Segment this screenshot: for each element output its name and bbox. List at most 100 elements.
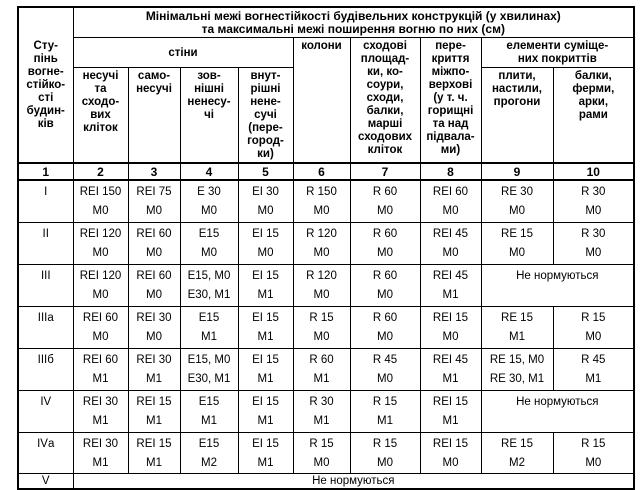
table-body: I REI 150 М0 REI 75 М0 E 30 М0 EI 30 М0 R 150… (17, 179, 635, 490)
data-cell: R 120 М0 (292, 263, 351, 307)
stair-landings-header: сходові площад- ки, ко- соури, сходи, ба… (349, 37, 421, 164)
data-cell: REI 15 М1 (127, 389, 181, 433)
data-cell: R 60 М0 (349, 221, 421, 265)
data-cell: REI 60 М0 (127, 221, 181, 265)
data-cell: RE 15 М1 (480, 305, 554, 349)
data-cell: REI 15 М0 (419, 305, 482, 349)
data-cell: R 120 М0 (292, 221, 351, 265)
data-cell: REI 150 М0 (72, 179, 129, 223)
data-cell: EI 15 М1 (237, 305, 294, 349)
data-cell: EI 30 М0 (237, 179, 294, 223)
data-cell: RE 15, М0 RE 30, М1 (480, 347, 554, 391)
data-cell: E15 М0 (179, 221, 239, 265)
table-row: III REI 120 М0 REI 60 М0 E15, М0 E30, М1 EI … (17, 263, 635, 307)
table-row: II REI 120 М0 REI 60 М0 E15 М0 EI 15 М0 R 120… (17, 221, 635, 265)
fire-resistance-table: Сту- пінь вогне- стійко- сті будин- ків … (17, 6, 636, 490)
walls-external-header: зов- нішні ненесу- чі (179, 67, 239, 164)
title-row: Сту- пінь вогне- стійко- сті будин- ків … (17, 6, 635, 164)
data-cell: E15, М0 E30, М1 (179, 347, 239, 391)
walls-group-header: стіни (72, 37, 294, 68)
data-cell: R 60 М0 (349, 263, 421, 307)
roof-slabs-header: плити, настили, прогони (480, 67, 554, 164)
grade-cell: III (17, 263, 74, 307)
data-cell: R 30 М0 (552, 221, 635, 265)
column-number: 8 (419, 162, 482, 181)
columns-header: колони (292, 37, 351, 164)
data-cell: REI 45 М0 (419, 221, 482, 265)
table-title: Мінімальні межі вогнестійкості будівельн… (72, 6, 635, 38)
data-cell: REI 15 М1 (419, 389, 482, 433)
data-cell: REI 30 М1 (72, 431, 129, 474)
data-cell: E 30 М0 (179, 179, 239, 223)
data-cell: REI 60 М1 (72, 347, 129, 391)
data-cell: REI 30 М1 (127, 347, 181, 391)
data-cell: R 60 М1 (292, 347, 351, 391)
grade-cell: I (17, 179, 74, 223)
data-cell: R 15 М0 (552, 431, 635, 474)
data-cell: REI 15 М1 (127, 431, 181, 474)
degree-column-header: Сту- пінь вогне- стійко- сті будин- ків (17, 6, 74, 164)
data-cell: R 60 М0 (349, 179, 421, 223)
data-cell: EI 15 М0 (237, 221, 294, 265)
table-row: V Не нормуються (17, 472, 635, 490)
data-cell: R 60 М0 (349, 305, 421, 349)
data-cell: REI 120 М0 (72, 263, 129, 307)
data-cell: RE 30 М0 (480, 179, 554, 223)
data-cell: REI 30 М1 (72, 389, 129, 433)
column-number: 6 (292, 162, 351, 181)
walls-internal-header: внут- рішні нене- сучі (пере- город- ки) (237, 67, 294, 164)
data-cell: E15 М1 (179, 389, 239, 433)
table-header: Сту- пінь вогне- стійко- сті будин- ків … (17, 6, 635, 181)
roof-elements-group-header: елементи суміще- них покриттів (480, 37, 635, 68)
data-cell: EI 15 М1 (237, 389, 294, 433)
data-cell: E15, М0 E30, М1 (179, 263, 239, 307)
data-cell: R 15 М0 (552, 305, 635, 349)
data-cell: Не нормуються (480, 389, 635, 433)
table-row: IV REI 30 М1 REI 15 М1 E15 М1 EI 15 М1 R 30 М… (17, 389, 635, 433)
data-cell: REI 45 М1 (419, 347, 482, 391)
grade-cell: V (17, 472, 74, 490)
data-cell: REI 15 М0 (419, 431, 482, 474)
column-number: 2 (72, 162, 129, 181)
table-row: IVа REI 30 М1 REI 15 М1 E15 М2 EI 15 М1 R 15 … (17, 431, 635, 474)
table-row: IIIб REI 60 М1 REI 30 М1 E15, М0 E30, М1 EI … (17, 347, 635, 391)
data-cell: REI 30 М0 (127, 305, 181, 349)
column-number: 7 (349, 162, 421, 181)
grade-cell: IIIб (17, 347, 74, 391)
data-cell: REI 45 М1 (419, 263, 482, 307)
table-row: IIIа REI 60 М0 REI 30 М0 E15 М1 EI 15 М1 R 15… (17, 305, 635, 349)
data-cell: Не нормуються (72, 472, 635, 490)
data-cell: R 15 М0 (292, 431, 351, 474)
data-cell: EI 15 М1 (237, 431, 294, 474)
data-cell: REI 60 М0 (419, 179, 482, 223)
data-cell: E15 М1 (179, 305, 239, 349)
walls-selfbearing-header: само- несучі (127, 67, 181, 164)
data-cell: R 15 М0 (349, 431, 421, 474)
data-cell: R 45 М0 (349, 347, 421, 391)
table-row: I REI 150 М0 REI 75 М0 E 30 М0 EI 30 М0 R 150… (17, 179, 635, 223)
grade-cell: IV (17, 389, 74, 433)
column-number: 10 (552, 162, 635, 181)
grade-cell: IVа (17, 431, 74, 474)
floor-slabs-header: пере- криття міжпо- верхові (у т. ч. гор… (419, 37, 482, 164)
data-cell: REI 75 М0 (127, 179, 181, 223)
data-cell: R 45 М1 (552, 347, 635, 391)
data-cell: RE 15 М2 (480, 431, 554, 474)
data-cell: R 15 М0 (292, 305, 351, 349)
data-cell: REI 60 М0 (127, 263, 181, 307)
column-number: 3 (127, 162, 181, 181)
data-cell: REI 60 М0 (72, 305, 129, 349)
roof-beams-header: балки, ферми, арки, рами (552, 67, 635, 164)
data-cell: EI 15 М1 (237, 347, 294, 391)
column-number: 9 (480, 162, 554, 181)
data-cell: E15 М2 (179, 431, 239, 474)
grade-cell: IIIа (17, 305, 74, 349)
data-cell: REI 120 М0 (72, 221, 129, 265)
data-cell: R 15 М1 (349, 389, 421, 433)
column-number: 1 (17, 162, 74, 181)
data-cell: R 30 М0 (552, 179, 635, 223)
sub-header-row: несучі та сходо- вих кліток само- несучі… (18, 67, 635, 164)
column-number: 5 (237, 162, 294, 181)
data-cell: Не нормуються (480, 263, 635, 307)
